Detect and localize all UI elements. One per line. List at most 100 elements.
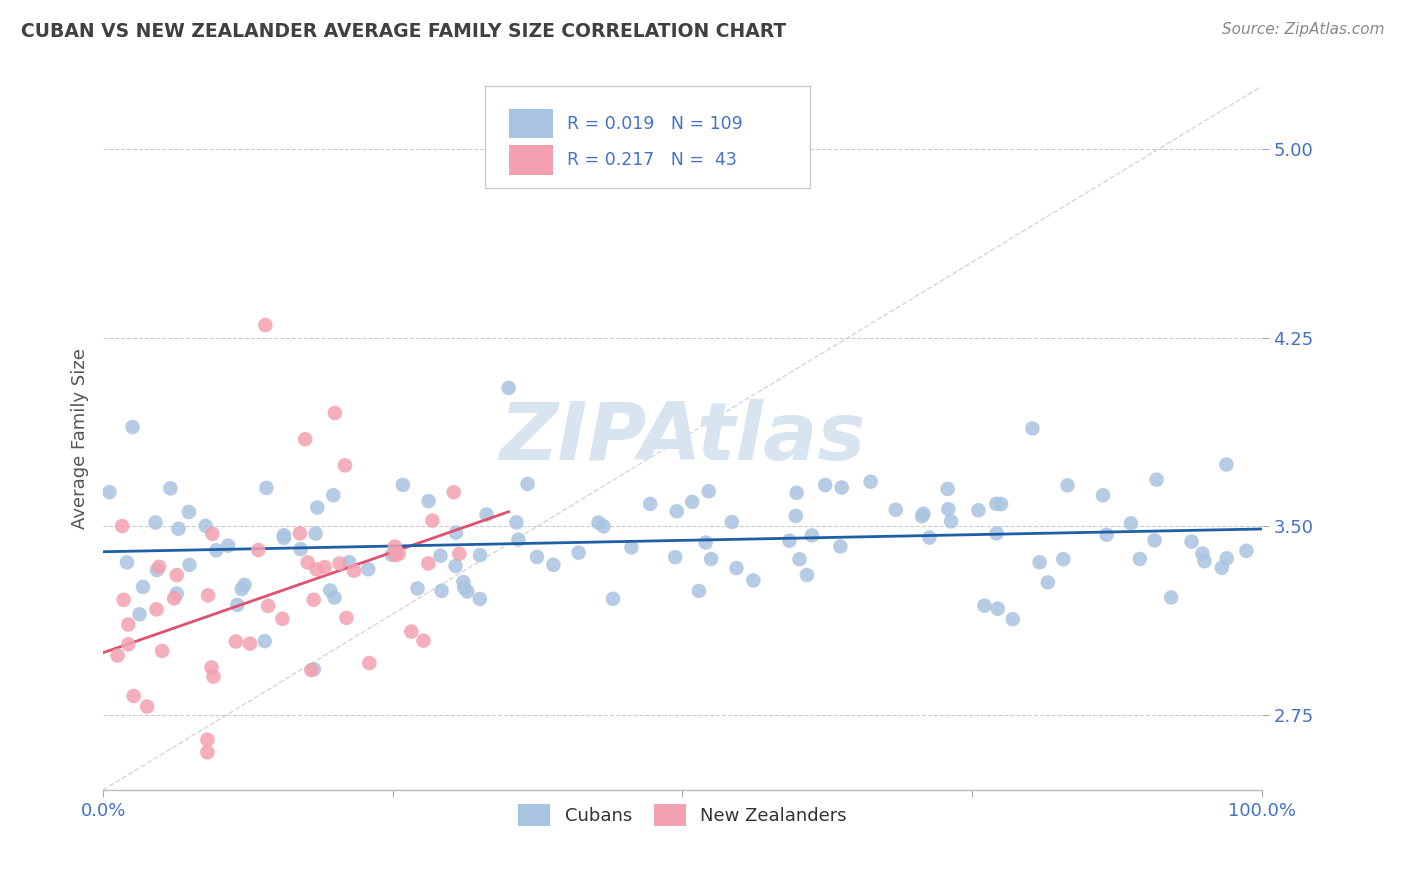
Point [796,568,818,582]
Point [226,598,249,612]
Point [323,591,346,605]
Point [1194,554,1216,568]
Point [859,475,882,489]
Point [1052,552,1074,566]
Point [145,516,167,530]
Point [453,574,475,589]
Point [990,497,1012,511]
Point [884,502,907,516]
Point [695,535,717,549]
Point [742,574,765,588]
Point [112,592,135,607]
Point [333,458,356,473]
Point [194,519,217,533]
Point [468,548,491,562]
Point [592,519,614,533]
Point [231,582,253,596]
Point [319,583,342,598]
Point [247,543,270,558]
Point [294,432,316,446]
Point [936,482,959,496]
Point [1160,591,1182,605]
Text: R = 0.217   N =  43: R = 0.217 N = 43 [567,152,737,169]
Point [271,612,294,626]
FancyBboxPatch shape [509,145,553,175]
Point [430,583,453,598]
Point [107,648,129,663]
Point [721,515,744,529]
Point [302,592,325,607]
Point [197,588,219,602]
Point [197,732,219,747]
Text: ZIPAtlas: ZIPAtlas [499,399,866,477]
Point [505,516,527,530]
Point [453,581,475,595]
Point [328,557,350,571]
Point [508,533,530,547]
Y-axis label: Average Family Size: Average Family Size [72,348,89,529]
Point [177,505,200,519]
Point [785,508,807,523]
Point [778,533,800,548]
Point [159,481,181,495]
Point [200,660,222,674]
Point [912,507,935,521]
Point [1215,458,1237,472]
Point [128,607,150,622]
Point [1001,612,1024,626]
Point [800,528,823,542]
Point [444,525,467,540]
Point [1021,421,1043,435]
Point [938,502,960,516]
Point [786,486,808,500]
Point [307,500,329,515]
Point [388,547,411,561]
Point [239,637,262,651]
Point [121,420,143,434]
Point [122,689,145,703]
Point [443,485,465,500]
Point [918,531,941,545]
Point [468,592,491,607]
Point [290,542,312,557]
Point [1092,488,1115,502]
Legend: Cubans, New Zealanders: Cubans, New Zealanders [510,797,855,834]
Text: R = 0.019   N = 109: R = 0.019 N = 109 [567,115,742,133]
Point [254,481,277,495]
Point [638,497,661,511]
Point [98,485,121,500]
Point [681,495,703,509]
Point [418,494,440,508]
Point [588,516,610,530]
Point [166,586,188,600]
Point [429,549,451,563]
Point [254,318,277,332]
Point [117,637,139,651]
Point [1146,473,1168,487]
Point [150,644,173,658]
Point [1191,547,1213,561]
Point [406,582,429,596]
Point [986,526,1008,541]
Point [1119,516,1142,531]
Point [197,745,219,759]
Point [253,634,276,648]
Point [343,564,366,578]
Text: CUBAN VS NEW ZEALANDER AVERAGE FAMILY SIZE CORRELATION CHART: CUBAN VS NEW ZEALANDER AVERAGE FAMILY SI… [21,22,786,41]
Point [384,548,406,562]
Point [401,624,423,639]
Point [444,558,467,573]
Point [1036,575,1059,590]
Point [1028,555,1050,569]
Point [163,591,186,606]
Point [602,591,624,606]
Point [359,656,381,670]
Point [475,508,498,522]
Point [299,663,322,677]
Point [1236,544,1258,558]
Point [814,478,837,492]
Point [115,555,138,569]
Point [323,406,346,420]
Point [305,562,328,576]
Point [516,477,538,491]
